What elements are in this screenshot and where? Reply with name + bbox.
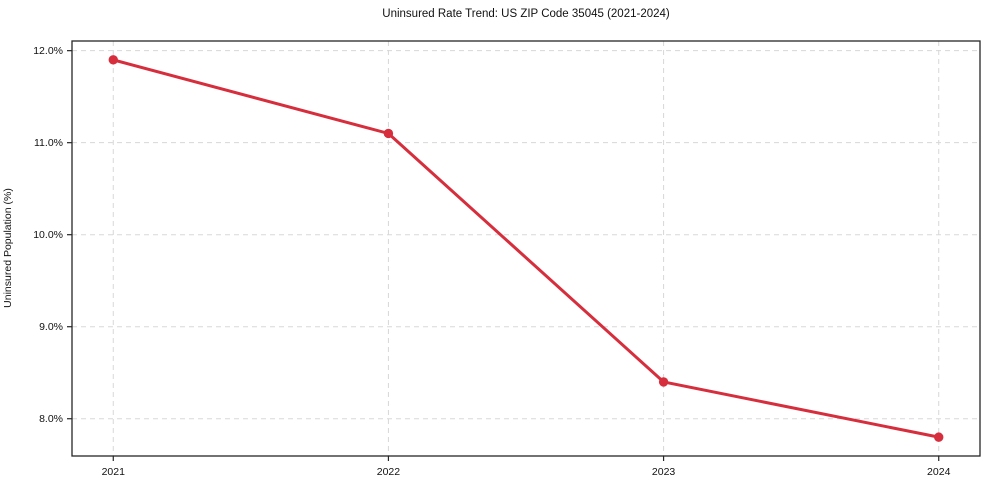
y-tick-label: 8.0% bbox=[39, 413, 63, 425]
y-tick-label: 10.0% bbox=[33, 229, 63, 241]
chart-title: Uninsured Rate Trend: US ZIP Code 35045 … bbox=[382, 8, 670, 20]
x-tick-label: 2021 bbox=[102, 466, 126, 478]
data-point-marker bbox=[658, 377, 669, 387]
y-tick-label: 11.0% bbox=[34, 137, 63, 149]
x-tick-label: 2023 bbox=[652, 466, 676, 478]
data-point-marker bbox=[934, 432, 944, 442]
x-tick-label: 2024 bbox=[927, 466, 951, 478]
x-tick-label: 2022 bbox=[377, 466, 401, 478]
y-tick-label: 12.0% bbox=[33, 45, 63, 57]
data-point-marker bbox=[383, 128, 394, 139]
data-point-marker bbox=[108, 55, 118, 65]
trend-line bbox=[111, 58, 941, 439]
axes-frame bbox=[71, 40, 981, 457]
y-tick-label: 9.0% bbox=[39, 321, 63, 333]
